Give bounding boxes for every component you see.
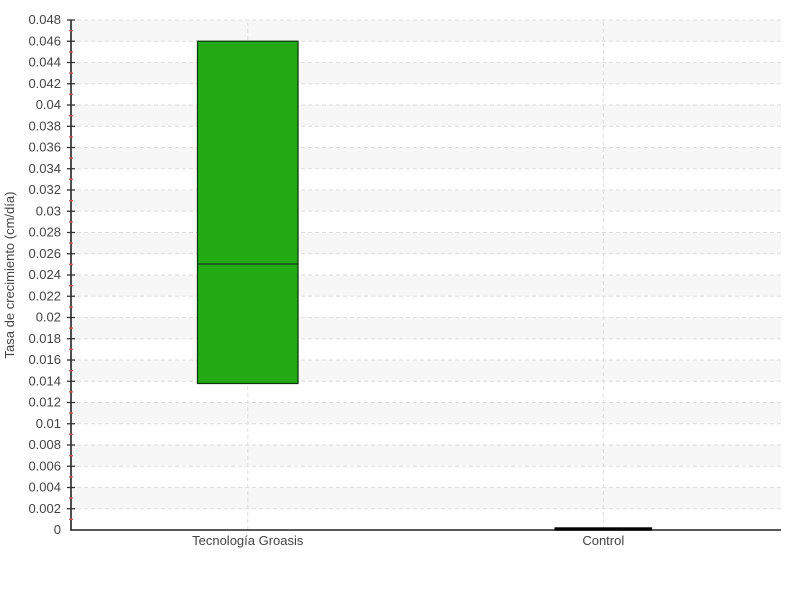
- svg-text:0.024: 0.024: [28, 267, 61, 282]
- svg-text:Tasa de crecimiento (cm/día): Tasa de crecimiento (cm/día): [2, 192, 17, 359]
- svg-text:0.018: 0.018: [28, 331, 61, 346]
- svg-text:0.022: 0.022: [28, 288, 61, 303]
- svg-text:0.012: 0.012: [28, 395, 61, 410]
- svg-text:0.008: 0.008: [28, 437, 61, 452]
- svg-text:0.03: 0.03: [36, 203, 61, 218]
- svg-text:0.032: 0.032: [28, 182, 61, 197]
- svg-text:0.036: 0.036: [28, 140, 61, 155]
- svg-text:0.006: 0.006: [28, 458, 61, 473]
- svg-text:Control: Control: [582, 533, 624, 548]
- svg-text:0.002: 0.002: [28, 501, 61, 516]
- svg-text:0.01: 0.01: [36, 416, 61, 431]
- svg-text:0.044: 0.044: [28, 55, 61, 70]
- svg-text:0: 0: [54, 522, 61, 537]
- svg-text:0.046: 0.046: [28, 33, 61, 48]
- svg-text:0.034: 0.034: [28, 161, 61, 176]
- svg-text:0.038: 0.038: [28, 118, 61, 133]
- svg-text:0.02: 0.02: [36, 310, 61, 325]
- svg-text:0.016: 0.016: [28, 352, 61, 367]
- svg-text:0.014: 0.014: [28, 373, 61, 388]
- svg-text:0.026: 0.026: [28, 246, 61, 261]
- svg-text:0.004: 0.004: [28, 480, 61, 495]
- svg-text:0.028: 0.028: [28, 225, 61, 240]
- svg-text:Tecnología Groasis: Tecnología Groasis: [192, 533, 304, 548]
- svg-text:0.04: 0.04: [36, 97, 61, 112]
- svg-text:0.048: 0.048: [28, 12, 61, 27]
- svg-text:0.042: 0.042: [28, 76, 61, 91]
